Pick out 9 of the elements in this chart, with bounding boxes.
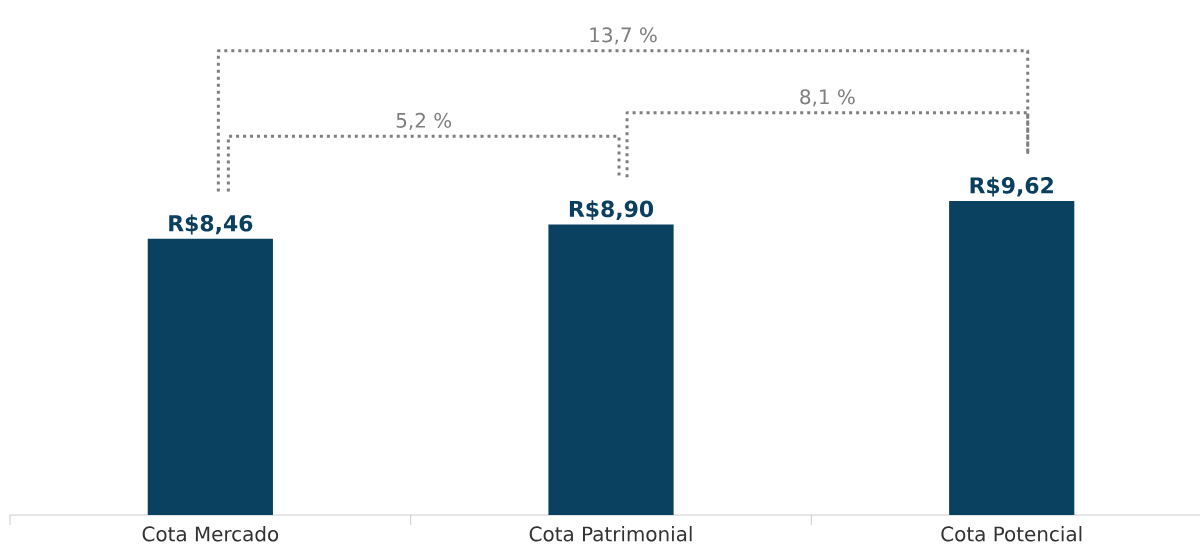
- x-tick-label: Cota Potencial: [941, 526, 1082, 542]
- x-tick-label: Cota Patrimonial: [529, 526, 692, 542]
- x-tick-label: Cota Mercado: [142, 526, 279, 542]
- text: 8,1 %: [800, 89, 855, 107]
- text: 13,7 %: [590, 27, 657, 45]
- data-label: R$8,90: [569, 200, 654, 221]
- data-label: R$9,62: [970, 176, 1053, 197]
- data-label: R$8,46: [169, 214, 253, 235]
- text: 5,2 %: [396, 112, 452, 130]
